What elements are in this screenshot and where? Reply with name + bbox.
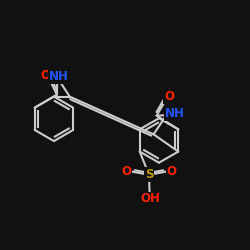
Text: S: S (145, 168, 153, 181)
Text: NH: NH (165, 107, 185, 120)
Text: O: O (122, 164, 132, 177)
Text: O: O (166, 164, 176, 177)
Text: OH: OH (140, 192, 160, 205)
Text: O: O (164, 90, 174, 104)
Text: NH: NH (49, 70, 69, 83)
Text: O: O (41, 69, 51, 82)
